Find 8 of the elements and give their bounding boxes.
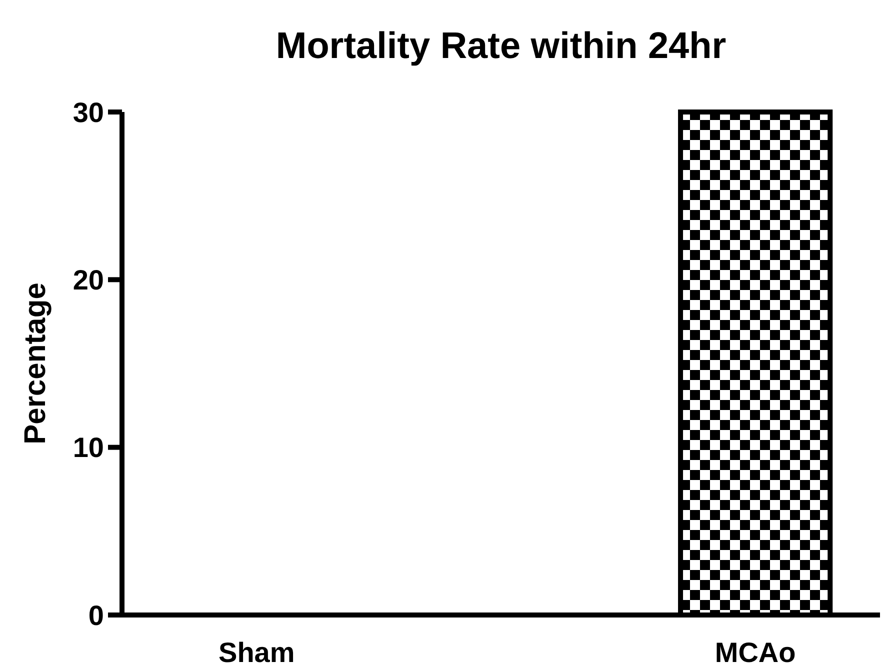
y-tick-label: 0 (88, 600, 104, 631)
x-tick-label: MCAo (714, 637, 796, 668)
y-axis-title: Percentage (19, 282, 52, 444)
y-tick-label: 10 (72, 432, 104, 464)
y-tick-label: 20 (72, 264, 104, 296)
y-tick-label: 30 (72, 96, 104, 128)
chart-title: Mortality Rate within 24hr (276, 25, 726, 66)
x-tick-label: Sham (218, 637, 295, 668)
